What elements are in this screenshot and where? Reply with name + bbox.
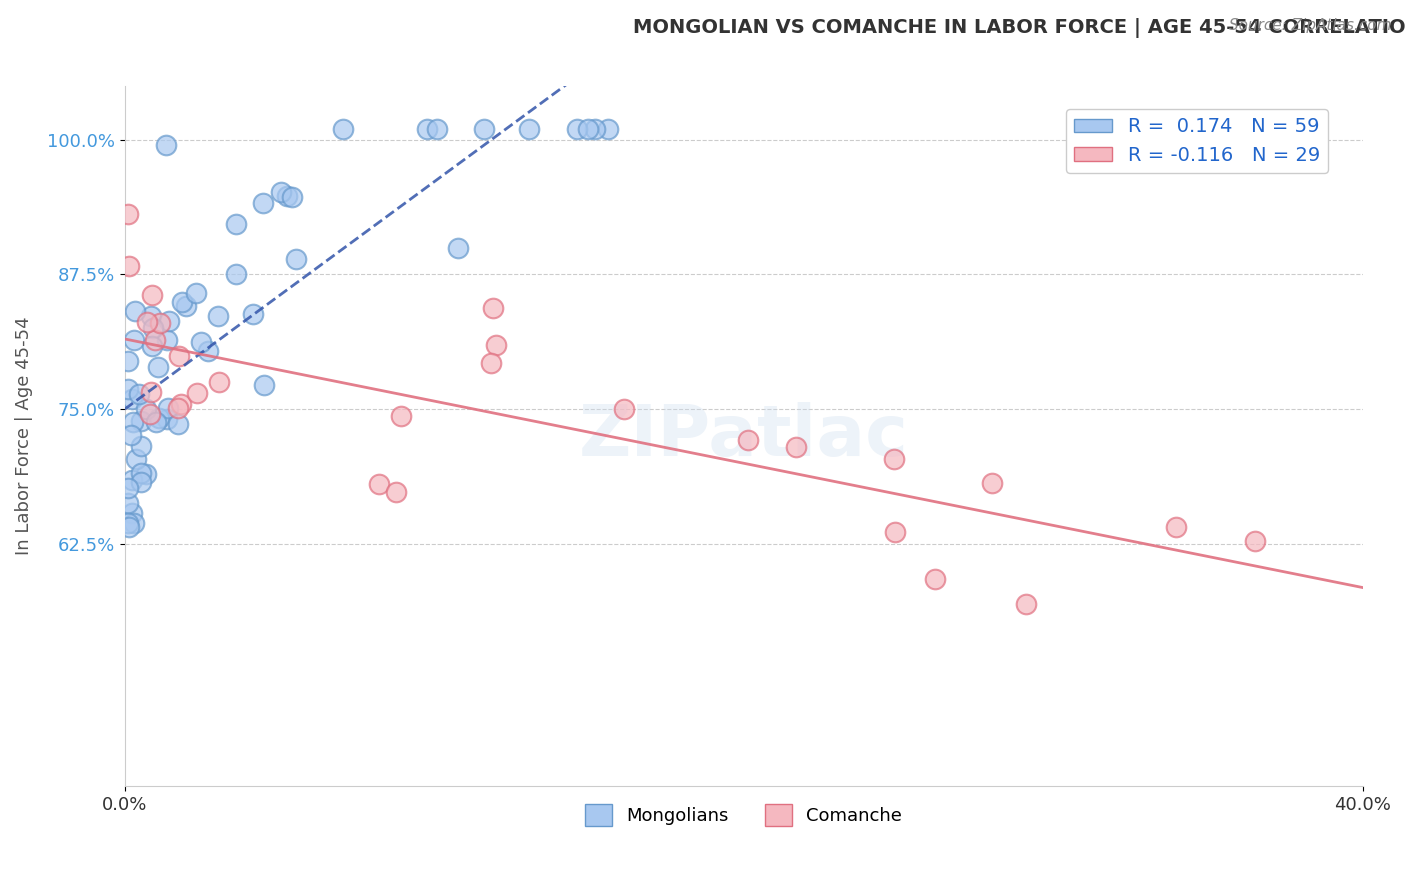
- Point: [157, 401, 180, 415]
- Text: Source: ZipAtlas.com: Source: ZipAtlas.com: [1229, 18, 1392, 33]
- Point: [197, 343, 219, 358]
- Point: [276, 189, 298, 203]
- Point: [121, 473, 143, 487]
- Point: [121, 506, 143, 520]
- Point: [1244, 533, 1267, 548]
- Point: [389, 409, 412, 423]
- Point: [121, 392, 143, 406]
- Point: [117, 354, 139, 368]
- Legend: Mongolians, Comanche: Mongolians, Comanche: [578, 797, 910, 833]
- Point: [884, 524, 907, 539]
- Point: [225, 267, 247, 281]
- Point: [174, 299, 197, 313]
- Point: [135, 402, 157, 417]
- Point: [117, 496, 139, 510]
- Point: [117, 481, 139, 495]
- Point: [472, 121, 495, 136]
- Point: [485, 338, 508, 352]
- Y-axis label: In Labor Force | Age 45-54: In Labor Force | Age 45-54: [15, 317, 32, 556]
- Point: [141, 288, 163, 302]
- Point: [146, 359, 169, 374]
- Point: [118, 260, 141, 274]
- Point: [252, 195, 274, 210]
- Point: [170, 295, 193, 310]
- Point: [186, 385, 208, 400]
- Point: [136, 315, 159, 329]
- Text: MONGOLIAN VS COMANCHE IN LABOR FORCE | AGE 45-54 CORRELATION CHART: MONGOLIAN VS COMANCHE IN LABOR FORCE | A…: [633, 18, 1406, 37]
- Point: [242, 307, 264, 321]
- Point: [156, 411, 179, 425]
- Point: [122, 333, 145, 347]
- Point: [270, 186, 292, 200]
- Point: [576, 121, 599, 136]
- Point: [131, 439, 153, 453]
- Point: [135, 467, 157, 481]
- Point: [166, 401, 188, 415]
- Point: [145, 416, 167, 430]
- Point: [585, 121, 607, 136]
- Point: [141, 338, 163, 352]
- Point: [517, 121, 540, 136]
- Point: [785, 440, 807, 454]
- Point: [567, 121, 589, 136]
- Point: [447, 241, 470, 255]
- Point: [415, 121, 437, 136]
- Point: [167, 349, 190, 363]
- Point: [117, 207, 139, 221]
- Point: [139, 407, 162, 421]
- Point: [148, 411, 170, 425]
- Point: [157, 313, 180, 327]
- Point: [613, 402, 636, 417]
- Point: [122, 516, 145, 530]
- Point: [149, 316, 172, 330]
- Point: [142, 321, 165, 335]
- Point: [122, 415, 145, 429]
- Point: [426, 121, 449, 136]
- Point: [207, 375, 229, 389]
- Point: [281, 190, 304, 204]
- Point: [253, 378, 276, 392]
- Point: [128, 387, 150, 401]
- Point: [125, 451, 148, 466]
- Point: [332, 121, 354, 136]
- Point: [596, 121, 619, 136]
- Point: [117, 516, 139, 531]
- Point: [139, 309, 162, 323]
- Point: [225, 217, 247, 231]
- Point: [190, 334, 212, 349]
- Point: [124, 304, 146, 318]
- Point: [1164, 519, 1187, 533]
- Point: [1015, 597, 1038, 611]
- Text: ZIPatlас: ZIPatlас: [579, 401, 908, 471]
- Point: [385, 485, 408, 500]
- Point: [479, 356, 502, 370]
- Point: [184, 286, 207, 301]
- Point: [117, 382, 139, 396]
- Point: [367, 477, 389, 491]
- Point: [156, 333, 179, 347]
- Point: [120, 428, 142, 442]
- Point: [737, 433, 759, 447]
- Point: [883, 452, 905, 467]
- Point: [155, 138, 177, 153]
- Point: [981, 476, 1004, 491]
- Point: [285, 252, 308, 267]
- Point: [924, 572, 946, 586]
- Point: [207, 309, 229, 323]
- Point: [129, 466, 152, 480]
- Point: [170, 397, 193, 411]
- Point: [131, 414, 153, 428]
- Point: [139, 385, 162, 400]
- Point: [143, 334, 166, 348]
- Point: [118, 520, 141, 534]
- Point: [129, 475, 152, 490]
- Point: [167, 417, 190, 431]
- Point: [482, 301, 505, 315]
